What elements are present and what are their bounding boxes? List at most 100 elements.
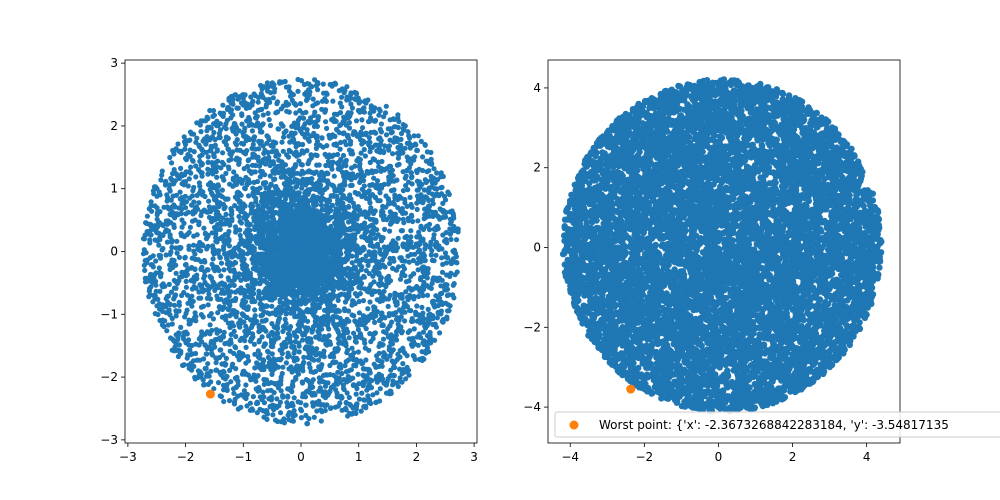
scatter-point: [289, 382, 295, 388]
scatter-point: [425, 306, 431, 312]
scatter-point: [410, 218, 416, 225]
scatter-point: [187, 224, 193, 230]
scatter-point: [246, 157, 252, 163]
scatter-point: [186, 176, 192, 182]
scatter-point: [156, 242, 162, 248]
scatter-point: [411, 326, 417, 332]
scatter-point: [402, 258, 408, 264]
scatter-point: [361, 183, 367, 189]
scatter-point: [277, 410, 284, 416]
scatter-point: [301, 115, 307, 121]
scatter-point: [357, 178, 363, 184]
scatter-point: [437, 330, 443, 336]
scatter-point: [271, 82, 277, 88]
scatter-point: [264, 408, 270, 414]
scatter-point: [243, 382, 249, 388]
scatter-point: [168, 197, 174, 203]
scatter-point: [275, 126, 281, 132]
scatter-point: [414, 206, 420, 212]
scatter-point: [319, 98, 325, 104]
scatter-point: [366, 270, 372, 277]
scatter-point: [221, 161, 227, 168]
scatter-point: [420, 154, 426, 160]
scatter-point: [154, 303, 160, 309]
scatter-point: [439, 269, 446, 275]
scatter-point: [324, 125, 330, 131]
scatter-point: [400, 216, 406, 222]
scatter-point: [249, 202, 255, 208]
scatter-point: [220, 102, 226, 108]
scatter-point: [395, 351, 401, 357]
scatter-point: [397, 255, 403, 261]
scatter-point: [331, 173, 337, 179]
scatter-point: [268, 394, 274, 400]
scatter-point: [264, 80, 270, 86]
scatter-point: [313, 145, 319, 151]
scatter-point: [205, 182, 212, 188]
scatter-point: [342, 363, 348, 369]
scatter-point: [181, 220, 187, 226]
scatter-point: [408, 170, 414, 176]
scatter-point: [405, 129, 411, 135]
scatter-point: [341, 386, 347, 393]
scatter-point: [244, 306, 250, 312]
scatter-point: [187, 347, 193, 353]
scatter-point: [198, 295, 204, 301]
scatter-point: [258, 313, 264, 319]
scatter-point: [160, 245, 166, 252]
scatter-point: [171, 151, 177, 157]
scatter-point: [153, 270, 159, 276]
scatter-point: [299, 162, 305, 168]
scatter-point: [261, 400, 267, 406]
scatter-point: [233, 131, 239, 137]
scatter-point: [299, 185, 305, 191]
scatter-point: [211, 386, 217, 392]
scatter-point: [183, 278, 189, 284]
scatter-point: [301, 354, 307, 360]
scatter-point: [169, 244, 175, 250]
scatter-point: [279, 79, 285, 85]
scatter-point: [381, 350, 387, 356]
scatter-point: [374, 148, 381, 154]
scatter-point: [292, 314, 298, 320]
scatter-point: [189, 277, 195, 283]
scatter-point: [387, 137, 393, 143]
scatter-point: [201, 382, 208, 388]
scatter-point: [355, 349, 361, 355]
scatter-point: [361, 109, 367, 115]
scatter-point: [420, 340, 426, 346]
scatter-point: [269, 321, 275, 327]
scatter-point: [152, 237, 158, 243]
scatter-point: [230, 112, 236, 118]
scatter-point: [300, 337, 306, 343]
scatter-point: [176, 342, 182, 348]
scatter-point: [295, 88, 301, 94]
scatter-point: [305, 298, 311, 304]
scatter-point: [185, 266, 191, 272]
scatter-point: [271, 177, 277, 183]
scatter-point: [184, 292, 191, 298]
scatter-point: [398, 195, 404, 201]
scatter-point: [181, 362, 187, 368]
scatter-point: [341, 174, 347, 180]
scatter-point: [218, 260, 225, 266]
scatter-point: [269, 303, 275, 309]
scatter-point: [378, 121, 384, 127]
scatter-point: [232, 203, 238, 209]
scatter-point: [439, 255, 445, 261]
scatter-point: [205, 124, 211, 130]
scatter-point: [357, 172, 363, 178]
scatter-point: [245, 354, 251, 360]
scatter-point: [284, 404, 291, 410]
scatter-point: [348, 217, 355, 223]
scatter-point: [408, 161, 414, 167]
scatter-point: [360, 298, 367, 304]
scatter-point: [375, 357, 381, 363]
scatter-point: [173, 192, 179, 198]
scatter-point: [404, 294, 411, 300]
scatter-point: [424, 316, 430, 322]
scatter-point: [416, 293, 422, 299]
scatter-point: [241, 388, 247, 394]
scatter-point: [242, 230, 249, 236]
scatter-point: [225, 105, 231, 111]
